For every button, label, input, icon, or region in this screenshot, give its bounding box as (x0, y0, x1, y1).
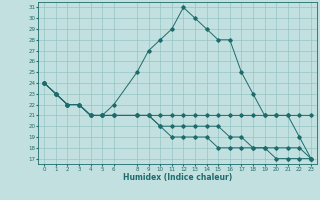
X-axis label: Humidex (Indice chaleur): Humidex (Indice chaleur) (123, 173, 232, 182)
